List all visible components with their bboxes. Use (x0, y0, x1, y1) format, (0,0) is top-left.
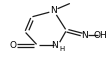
Text: N: N (51, 6, 57, 15)
Text: O: O (10, 41, 17, 50)
Text: N: N (52, 41, 58, 50)
Text: OH: OH (94, 31, 107, 40)
Text: H: H (59, 46, 64, 52)
Text: N: N (82, 31, 88, 40)
